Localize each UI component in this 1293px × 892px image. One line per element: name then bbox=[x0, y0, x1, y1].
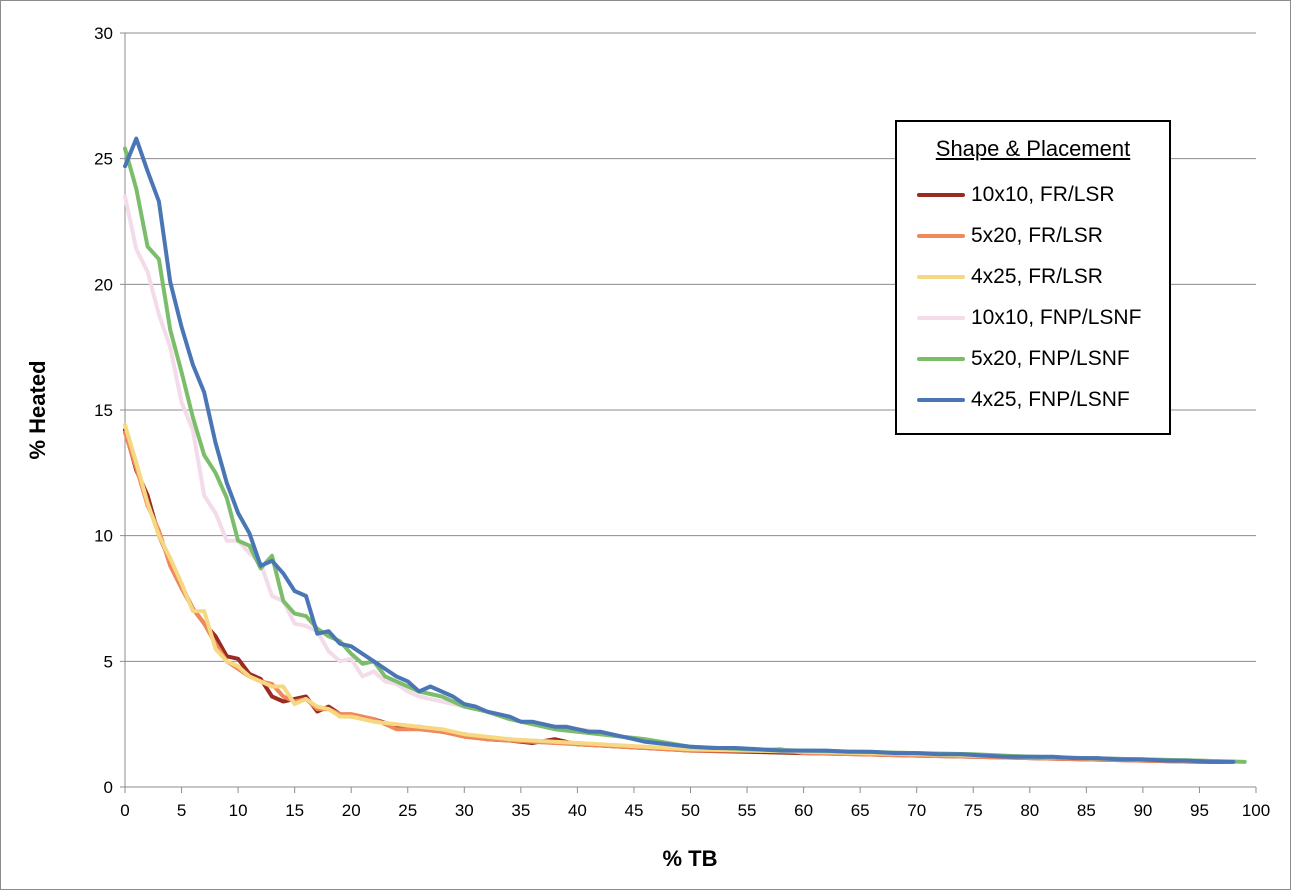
x-tick-label: 5 bbox=[177, 801, 186, 820]
x-tick-label: 55 bbox=[738, 801, 757, 820]
x-tick-label: 20 bbox=[342, 801, 361, 820]
x-tick-label: 25 bbox=[398, 801, 417, 820]
x-tick-label: 10 bbox=[229, 801, 248, 820]
y-axis-title: % Heated bbox=[25, 360, 50, 459]
legend-label: 10x10, FR/LSR bbox=[971, 183, 1115, 206]
series-line-2 bbox=[123, 430, 1236, 764]
legend-label: 4x25, FR/LSR bbox=[971, 265, 1103, 288]
legend-swatch bbox=[917, 234, 965, 238]
x-tick-label: 75 bbox=[964, 801, 983, 820]
legend-item-3: 4x25, FR/LSR bbox=[917, 262, 1103, 292]
legend-item-2: 5x20, FR/LSR bbox=[917, 221, 1103, 251]
gridlines bbox=[120, 32, 1256, 662]
x-tick-label: 40 bbox=[568, 801, 587, 820]
legend-label: 5x20, FNP/LSNF bbox=[971, 347, 1130, 370]
legend-label: 4x25, FNP/LSNF bbox=[971, 388, 1130, 411]
x-tick-label: 65 bbox=[851, 801, 870, 820]
x-tick-label: 80 bbox=[1020, 801, 1039, 820]
x-axis-title: % TB bbox=[663, 846, 718, 871]
y-tick-label: 10 bbox=[94, 527, 113, 546]
legend-item-1: 10x10, FR/LSR bbox=[917, 180, 1115, 210]
series-line-6 bbox=[123, 136, 1236, 764]
y-tick-label: 0 bbox=[104, 778, 113, 797]
y-tick-label: 20 bbox=[94, 275, 113, 294]
x-tick-label: 70 bbox=[907, 801, 926, 820]
series-line-3 bbox=[123, 423, 1236, 764]
legend-title: Shape & Placement bbox=[935, 136, 1131, 161]
x-tick-label: 60 bbox=[794, 801, 813, 820]
legend: Shape & Placement 10x10, FR/LSR 5x20, FR/… bbox=[895, 120, 1171, 435]
legend-item-4: 10x10, FNP/LSNF bbox=[917, 303, 1141, 333]
x-tick-label: 50 bbox=[681, 801, 700, 820]
legend-swatch bbox=[917, 193, 965, 197]
x-tick-label: 0 bbox=[120, 801, 129, 820]
x-tick-label: 30 bbox=[455, 801, 474, 820]
legend-item-5: 5x20, FNP/LSNF bbox=[917, 344, 1130, 374]
y-tick-label: 30 bbox=[94, 24, 113, 43]
x-tick-label: 100 bbox=[1242, 801, 1270, 820]
axes bbox=[120, 33, 1257, 793]
x-tick-label: 90 bbox=[1133, 801, 1152, 820]
legend-item-6: 4x25, FNP/LSNF bbox=[917, 385, 1130, 415]
x-tick-label: 35 bbox=[511, 801, 530, 820]
tick-labels: 0 5 10 15 20 25 30 0 5 10 15 20 25 30 35 40 45 50 55 60 65 70… bbox=[94, 24, 1270, 820]
legend-label: 10x10, FNP/LSNF bbox=[971, 306, 1142, 329]
x-tick-label: 15 bbox=[285, 801, 304, 820]
y-tick-label: 5 bbox=[104, 652, 113, 671]
y-tick-label: 25 bbox=[94, 150, 113, 169]
x-tick-label: 45 bbox=[624, 801, 643, 820]
legend-label: 5x20, FR/LSR bbox=[971, 224, 1103, 247]
legend-swatch bbox=[917, 357, 965, 361]
legend-swatch bbox=[917, 316, 965, 320]
legend-swatch bbox=[917, 275, 965, 279]
series-lines bbox=[123, 136, 1247, 764]
x-tick-label: 95 bbox=[1190, 801, 1209, 820]
series-line-1 bbox=[123, 428, 1236, 764]
x-tick-label: 85 bbox=[1077, 801, 1096, 820]
legend-swatch bbox=[917, 398, 965, 402]
y-tick-label: 15 bbox=[94, 401, 113, 420]
